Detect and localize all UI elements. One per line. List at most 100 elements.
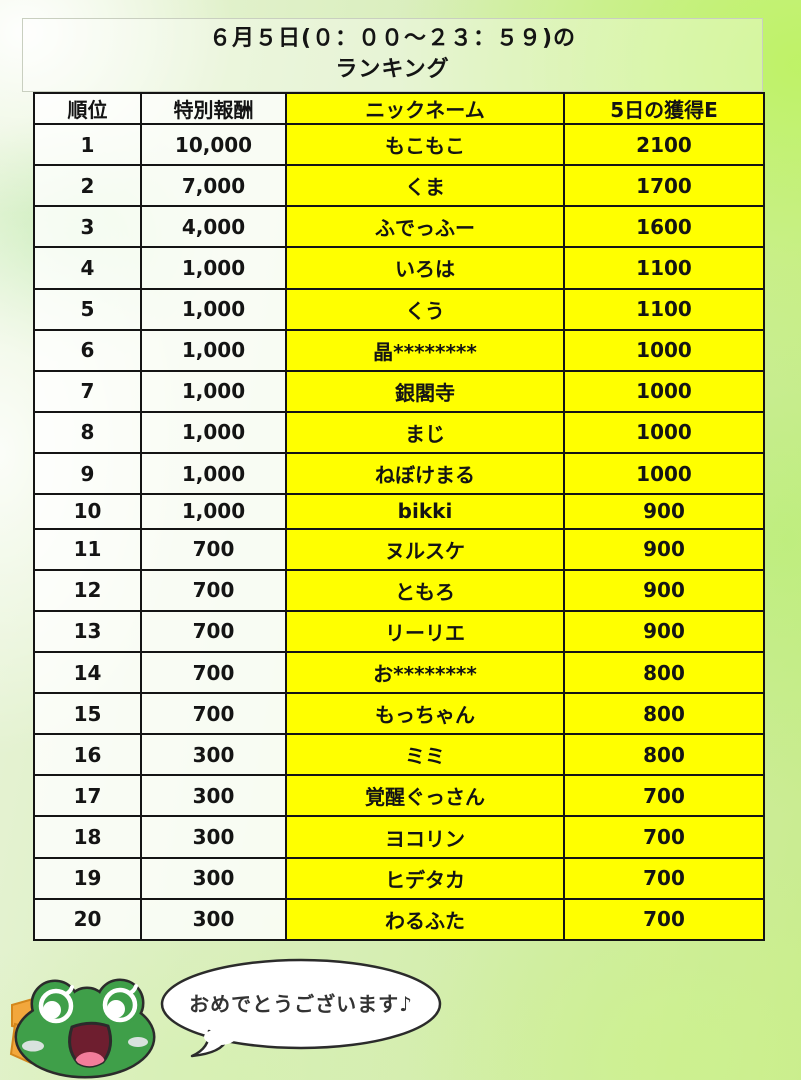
nickname-cell: お******** bbox=[285, 650, 565, 695]
table-row: 12 700 ともろ 900 bbox=[33, 568, 765, 612]
points-cell: 800 bbox=[563, 650, 765, 695]
ranking-title: ６月５日(０：００～２３：５９)の ランキング bbox=[22, 18, 763, 92]
frog-eyes bbox=[38, 984, 138, 1024]
table-row: 17 300 覚醒ぐっさん 700 bbox=[33, 774, 765, 818]
nickname-cell: ヒデタカ bbox=[285, 856, 565, 900]
table-row: 1 10,000 もこもこ 2100 bbox=[33, 122, 765, 167]
table-row: 19 300 ヒデタカ 700 bbox=[33, 856, 765, 900]
nickname-cell: 晶******** bbox=[285, 328, 565, 372]
nickname-cell: ヌルスケ bbox=[285, 527, 565, 571]
table-row: 16 300 ミミ 800 bbox=[33, 733, 765, 777]
reward-cell: 700 bbox=[140, 568, 287, 612]
rank-cell: 8 bbox=[33, 410, 142, 455]
points-cell: 1000 bbox=[563, 328, 765, 372]
reward-cell: 300 bbox=[140, 897, 287, 942]
speech-bubble: おめでとうございます♪ bbox=[160, 958, 442, 1058]
rank-cell: 12 bbox=[33, 568, 142, 612]
reward-cell: 1,000 bbox=[140, 287, 287, 331]
nickname-cell: まじ bbox=[285, 410, 565, 455]
nickname-cell: bikki bbox=[285, 493, 565, 530]
points-cell: 1700 bbox=[563, 164, 765, 208]
points-cell: 1000 bbox=[563, 369, 765, 413]
rank-cell: 5 bbox=[33, 287, 142, 331]
rank-cell: 15 bbox=[33, 692, 142, 736]
rank-cell: 7 bbox=[33, 369, 142, 413]
header-reward: 特別報酬 bbox=[140, 92, 287, 125]
header-rank: 順位 bbox=[33, 92, 142, 125]
table-row: 13 700 リーリエ 900 bbox=[33, 609, 765, 653]
table-row: 20 300 わるふた 700 bbox=[33, 897, 765, 942]
table-row: 4 1,000 いろは 1100 bbox=[33, 246, 765, 290]
nickname-cell: ふでっふー bbox=[285, 205, 565, 249]
reward-cell: 700 bbox=[140, 650, 287, 695]
rank-cell: 1 bbox=[33, 122, 142, 167]
points-cell: 1100 bbox=[563, 287, 765, 331]
points-cell: 700 bbox=[563, 815, 765, 859]
reward-cell: 1,000 bbox=[140, 328, 287, 372]
points-cell: 1600 bbox=[563, 205, 765, 249]
points-cell: 700 bbox=[563, 774, 765, 818]
nickname-cell: くう bbox=[285, 287, 565, 331]
frog-mouth bbox=[68, 1021, 113, 1068]
reward-cell: 700 bbox=[140, 609, 287, 653]
reward-cell: 1,000 bbox=[140, 410, 287, 455]
rank-cell: 3 bbox=[33, 205, 142, 249]
nickname-cell: ミミ bbox=[285, 733, 565, 777]
points-cell: 1100 bbox=[563, 246, 765, 290]
table-row: 10 1,000 bikki 900 bbox=[33, 493, 765, 530]
table-row: 9 1,000 ねぼけまる 1000 bbox=[33, 451, 765, 496]
reward-cell: 7,000 bbox=[140, 164, 287, 208]
rank-cell: 13 bbox=[33, 609, 142, 653]
points-cell: 2100 bbox=[563, 122, 765, 167]
points-cell: 800 bbox=[563, 692, 765, 736]
reward-cell: 4,000 bbox=[140, 205, 287, 249]
rank-cell: 4 bbox=[33, 246, 142, 290]
reward-cell: 300 bbox=[140, 856, 287, 900]
header-points: 5日の獲得E bbox=[563, 92, 765, 125]
ranking-rows: 1 10,000 もこもこ 2100 2 7,000 くま 1700 3 4,000 ふでっふー 16… bbox=[33, 122, 765, 942]
table-row: 14 700 お******** 800 bbox=[33, 650, 765, 695]
table-row: 11 700 ヌルスケ 900 bbox=[33, 527, 765, 571]
speech-bubble-text: おめでとうございます♪ bbox=[189, 992, 413, 1016]
ranking-title-line2: ランキング bbox=[335, 57, 450, 82]
header-nickname: ニックネーム bbox=[285, 92, 565, 125]
table-row: 3 4,000 ふでっふー 1600 bbox=[33, 205, 765, 249]
rank-cell: 16 bbox=[33, 733, 142, 777]
rank-cell: 10 bbox=[33, 493, 142, 530]
ranking-title-line1: ６月５日(０：００～２３：５９)の bbox=[208, 26, 577, 52]
rank-cell: 18 bbox=[33, 815, 142, 859]
reward-cell: 300 bbox=[140, 774, 287, 818]
nickname-cell: もこもこ bbox=[285, 122, 565, 167]
nickname-cell: ともろ bbox=[285, 568, 565, 612]
rank-cell: 20 bbox=[33, 897, 142, 942]
points-cell: 900 bbox=[563, 609, 765, 653]
rank-cell: 2 bbox=[33, 164, 142, 208]
points-cell: 700 bbox=[563, 897, 765, 942]
reward-cell: 1,000 bbox=[140, 246, 287, 290]
rank-cell: 19 bbox=[33, 856, 142, 900]
table-row: 18 300 ヨコリン 700 bbox=[33, 815, 765, 859]
reward-cell: 1,000 bbox=[140, 493, 287, 530]
nickname-cell: ねぼけまる bbox=[285, 451, 565, 496]
rank-cell: 9 bbox=[33, 451, 142, 496]
table-row: 15 700 もっちゃん 800 bbox=[33, 692, 765, 736]
points-cell: 900 bbox=[563, 493, 765, 530]
table-row: 8 1,000 まじ 1000 bbox=[33, 410, 765, 455]
rank-cell: 11 bbox=[33, 527, 142, 571]
nickname-cell: もっちゃん bbox=[285, 692, 565, 736]
points-cell: 900 bbox=[563, 527, 765, 571]
reward-cell: 700 bbox=[140, 527, 287, 571]
nickname-cell: くま bbox=[285, 164, 565, 208]
ranking-table: 順位 特別報酬 ニックネーム 5日の獲得E 1 10,000 もこもこ 2100 2 7,… bbox=[33, 92, 765, 942]
rank-cell: 6 bbox=[33, 328, 142, 372]
reward-cell: 300 bbox=[140, 733, 287, 777]
nickname-cell: リーリエ bbox=[285, 609, 565, 653]
points-cell: 1000 bbox=[563, 451, 765, 496]
reward-cell: 1,000 bbox=[140, 451, 287, 496]
table-row: 5 1,000 くう 1100 bbox=[33, 287, 765, 331]
points-cell: 700 bbox=[563, 856, 765, 900]
points-cell: 900 bbox=[563, 568, 765, 612]
reward-cell: 1,000 bbox=[140, 369, 287, 413]
table-row: 6 1,000 晶******** 1000 bbox=[33, 328, 765, 372]
